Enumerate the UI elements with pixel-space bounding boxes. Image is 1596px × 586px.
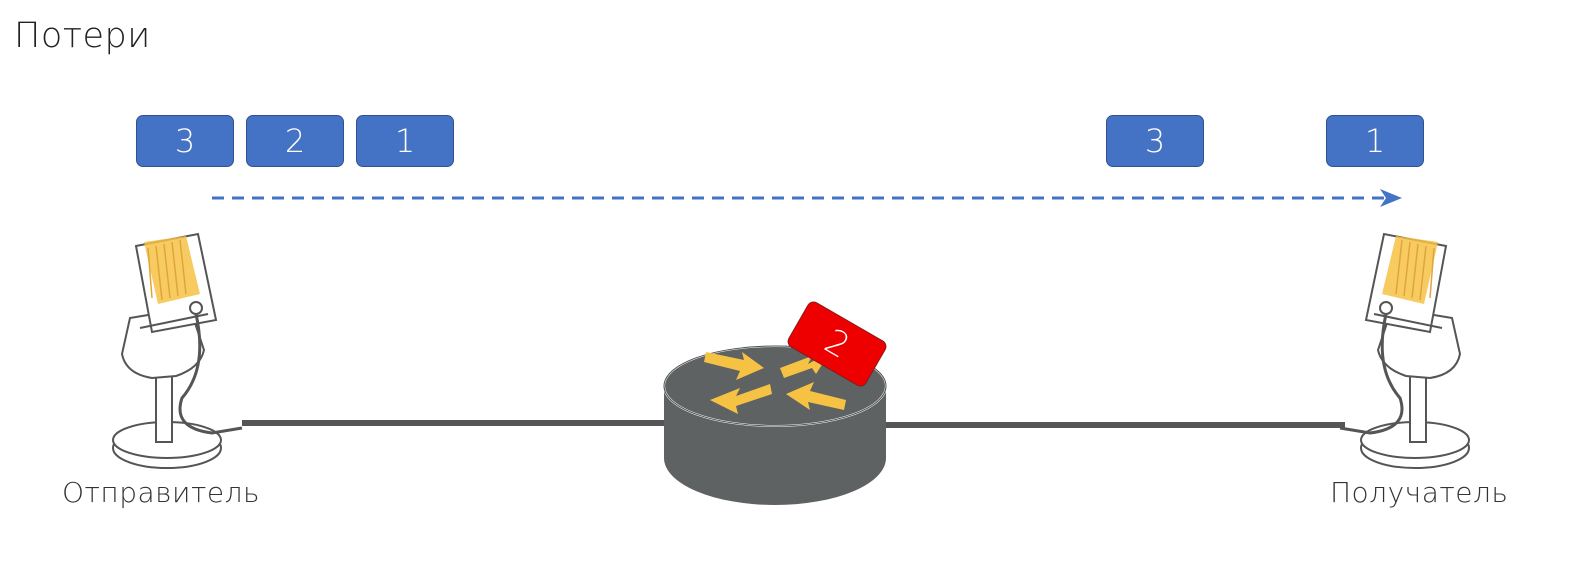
- receiver-microphone-icon: [1338, 232, 1471, 470]
- sender-packet-1: 1: [356, 115, 454, 167]
- lost-packet-label: 2: [817, 321, 857, 367]
- arrow-head-icon: [1380, 189, 1402, 207]
- page-title: Потери: [14, 16, 151, 56]
- sender-packet-2: 2: [246, 115, 344, 167]
- sender-label: Отправитель: [62, 476, 260, 509]
- sender-microphone-icon: [111, 232, 244, 470]
- received-packet-3: 3: [1106, 115, 1204, 167]
- received-packet-1: 1: [1326, 115, 1424, 167]
- receiver-label: Получатель: [1330, 476, 1509, 509]
- sender-packet-3: 3: [136, 115, 234, 167]
